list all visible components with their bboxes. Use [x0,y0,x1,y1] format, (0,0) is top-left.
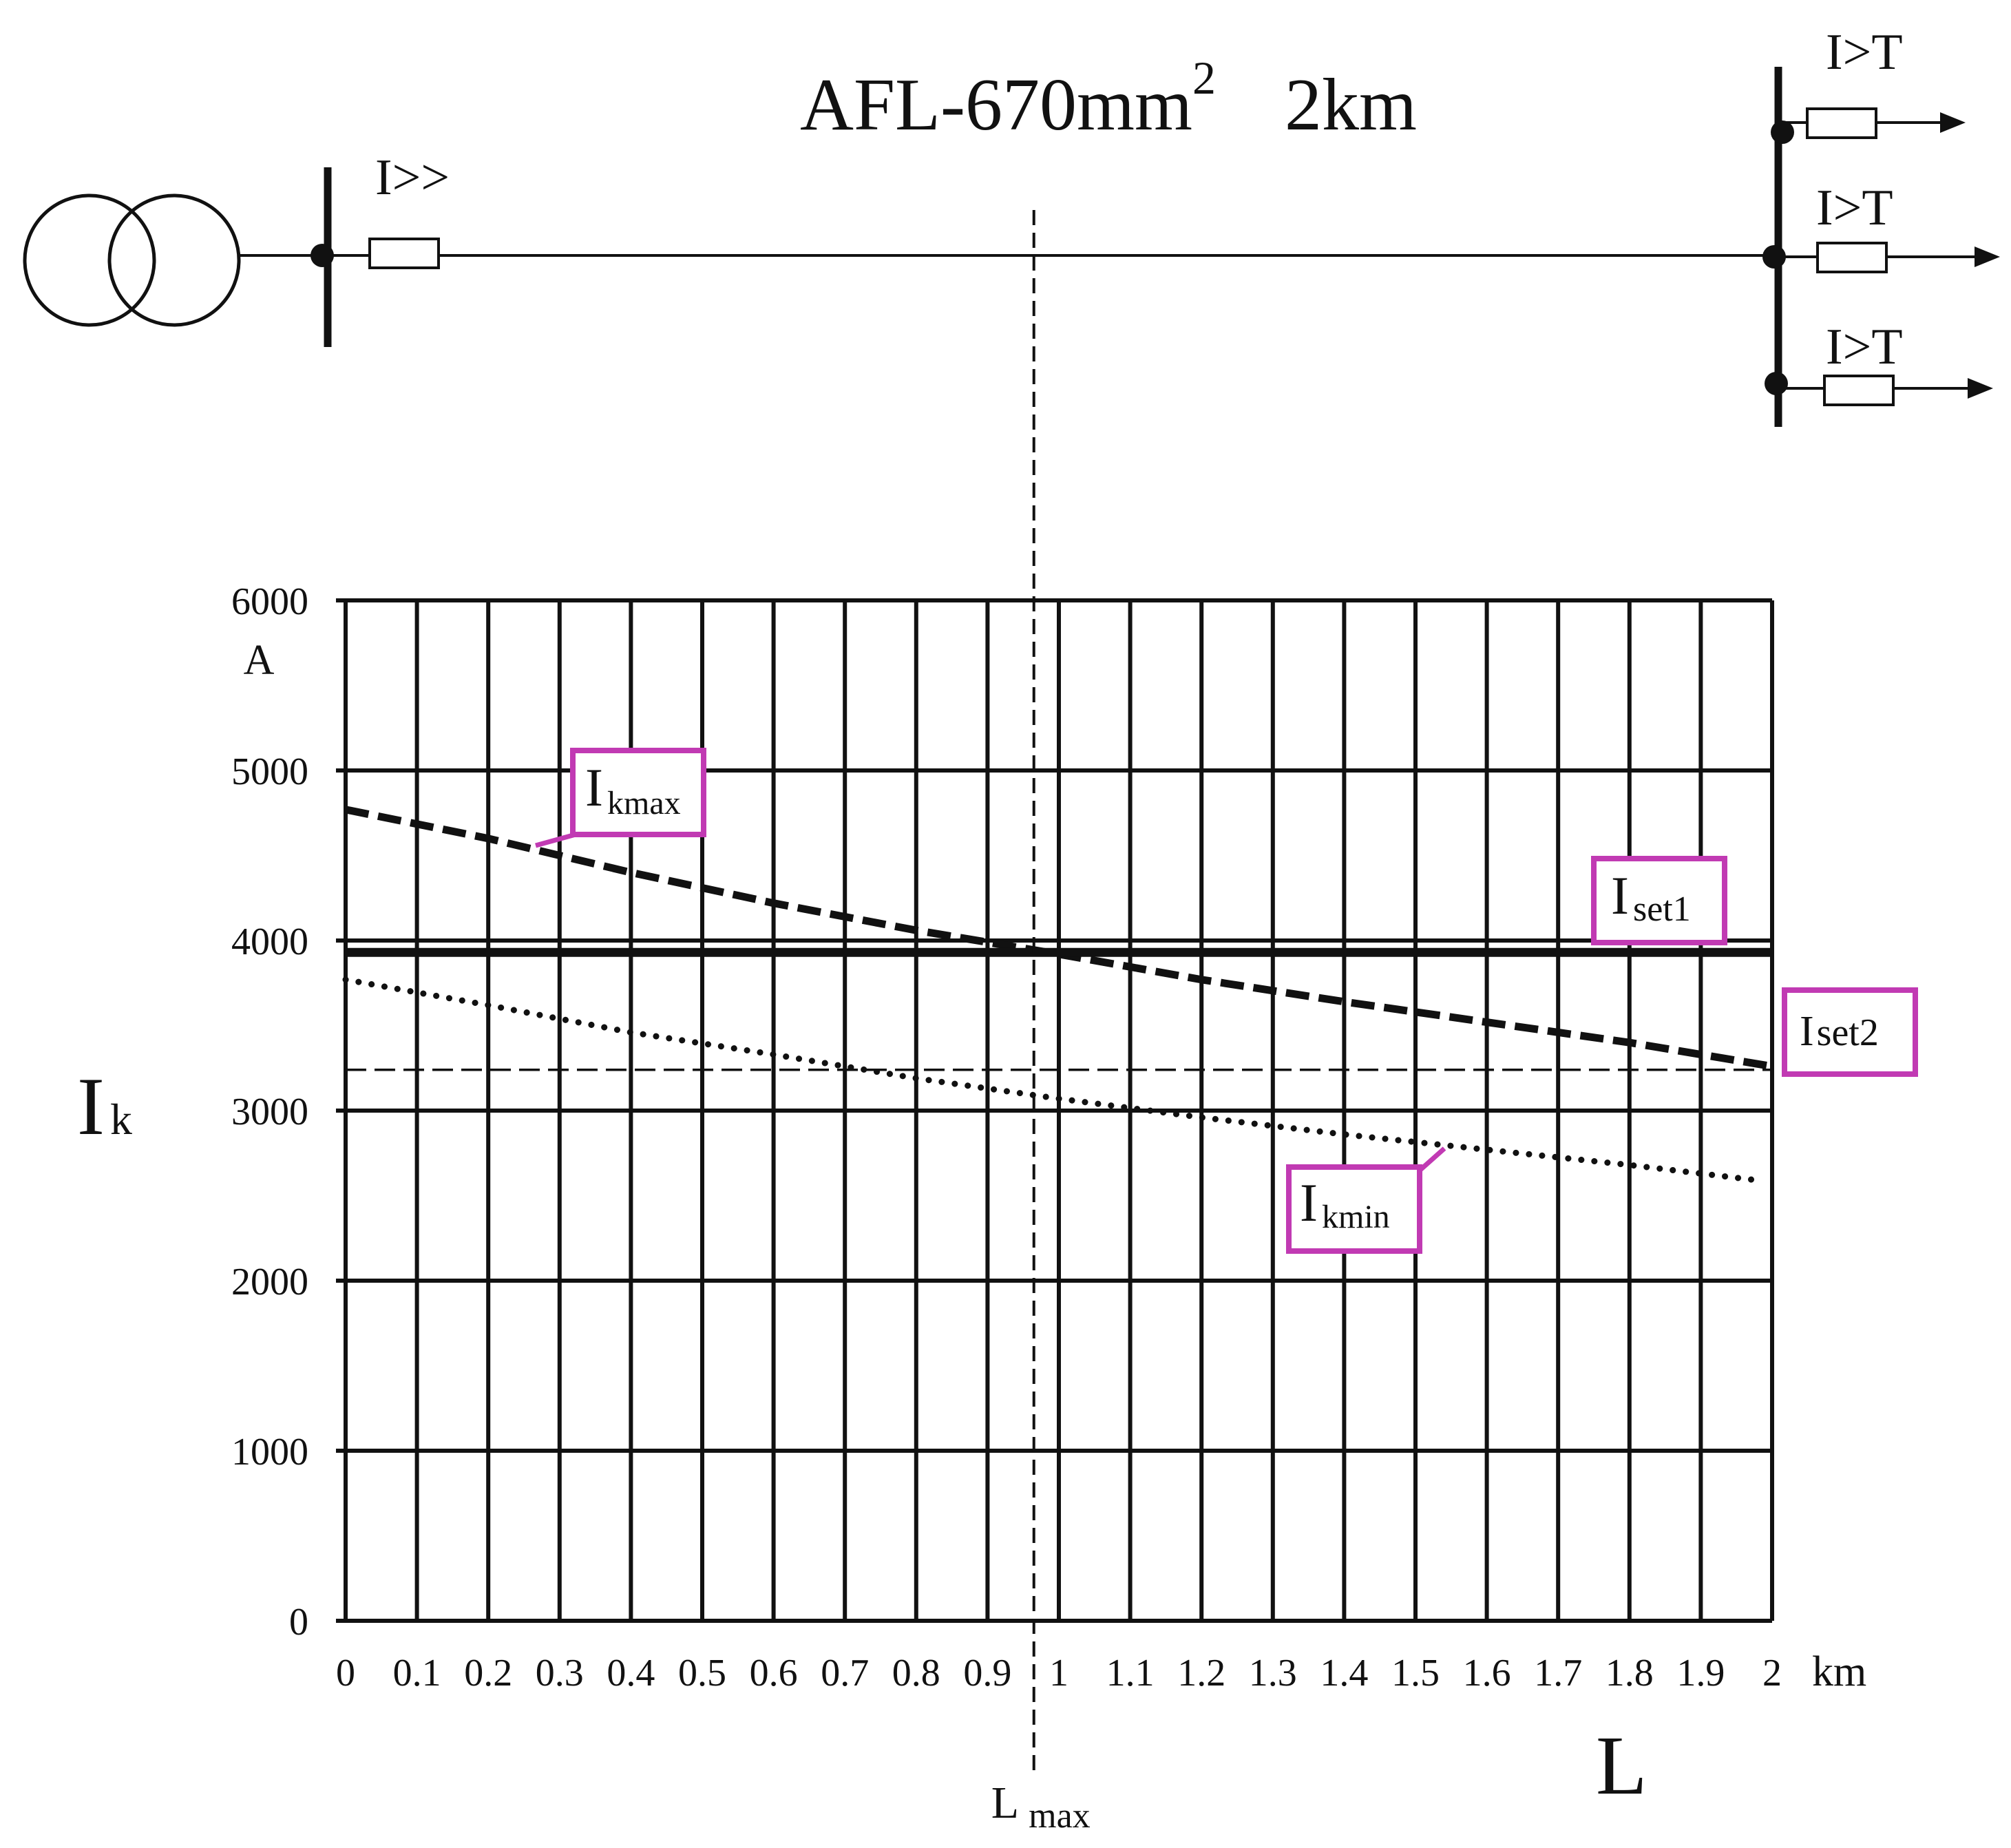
y-tick-label: 4000 [231,921,308,963]
x-tick-labels: 0 0.1 0.2 0.3 0.4 0.5 0.6 0.7 0.8 0.9 1 1.1 1.2 1.3 1.… [336,1652,1782,1694]
x-tick-label: 0.4 [607,1652,655,1694]
node-left [310,244,334,267]
y-tick-label: 0 [289,1601,308,1644]
y-tick-label: 6000 [231,580,308,623]
x-tick-label: 0 [336,1652,355,1694]
transformer-winding-secondary [107,193,241,327]
x-tick-label: 1.4 [1320,1652,1368,1694]
arrow-feeder-1 [1940,112,1966,133]
label-box-iset1 [1591,856,1727,945]
x-unit-label: km [1812,1648,1866,1695]
x-tick-label: 0.8 [892,1652,940,1694]
node-right-3 [1765,372,1788,395]
chart-series [342,806,1773,1184]
label-box-iset2 [1782,987,1918,1077]
line-label: AFL-670mm2 2km [800,52,1417,146]
arrow-feeder-3 [1968,378,1993,399]
relay-label-feeder-2: I>T [1816,180,1893,236]
x-tick-label: 0.6 [750,1652,798,1694]
y-tick-label: 1000 [231,1431,308,1473]
leader-ikmax [535,832,576,848]
relay-box-main [368,238,440,269]
relay-box-feeder-3 [1823,375,1895,406]
label-iset2: Iset2 [1782,987,1918,1077]
x-tick-label: 1 [1049,1652,1068,1694]
label-text-iset2: Iset2 [1800,1008,1879,1055]
y-tick-label: 2000 [231,1261,308,1303]
label-box-ikmax [570,748,706,837]
y-tick-label: 3000 [231,1091,308,1133]
x-tick-label: 1.1 [1106,1652,1155,1694]
arrow-feeder-2 [1975,246,2000,267]
leader-ikmin [1418,1146,1446,1173]
x-tick-label: 0.7 [821,1652,869,1694]
transformer-winding-primary [23,193,156,327]
x-tick-label: 0.3 [536,1652,584,1694]
x-axis-label: L [1596,1719,1647,1812]
y-tick-labels: 0 1000 2000 3000 4000 5000 6000 [231,580,308,1644]
y-unit-label: A [244,637,275,684]
relay-label-feeder-1: I>T [1826,24,1903,81]
relay-box-feeder-2 [1816,242,1888,273]
x-tick-label: 0.1 [393,1652,441,1694]
node-right-1 [1771,120,1794,144]
x-tick-label: 1.3 [1249,1652,1297,1694]
x-tick-label: 2 [1762,1652,1782,1694]
x-tick-label: 1.2 [1177,1652,1225,1694]
series-ikmin-line [342,976,1761,1184]
relay-label-feeder-3: I>T [1826,319,1903,375]
relay-label-main: I>> [375,149,450,206]
x-tick-label: 1.5 [1391,1652,1440,1694]
x-tick-label: 1.6 [1463,1652,1511,1694]
y-tick-label: 5000 [231,750,308,793]
x-tick-label: 1.7 [1534,1652,1582,1694]
label-box-ikmin [1286,1164,1422,1254]
x-tick-label: 0.5 [678,1652,726,1694]
chart-grid [336,598,1774,1623]
single-line-diagram [23,67,2000,427]
x-tick-label: 0.2 [464,1652,512,1694]
x-tick-label: 1.9 [1676,1652,1725,1694]
x-tick-label: 1.8 [1605,1652,1654,1694]
relay-box-feeder-1 [1806,107,1877,139]
x-tick-label: 0.9 [963,1652,1011,1694]
